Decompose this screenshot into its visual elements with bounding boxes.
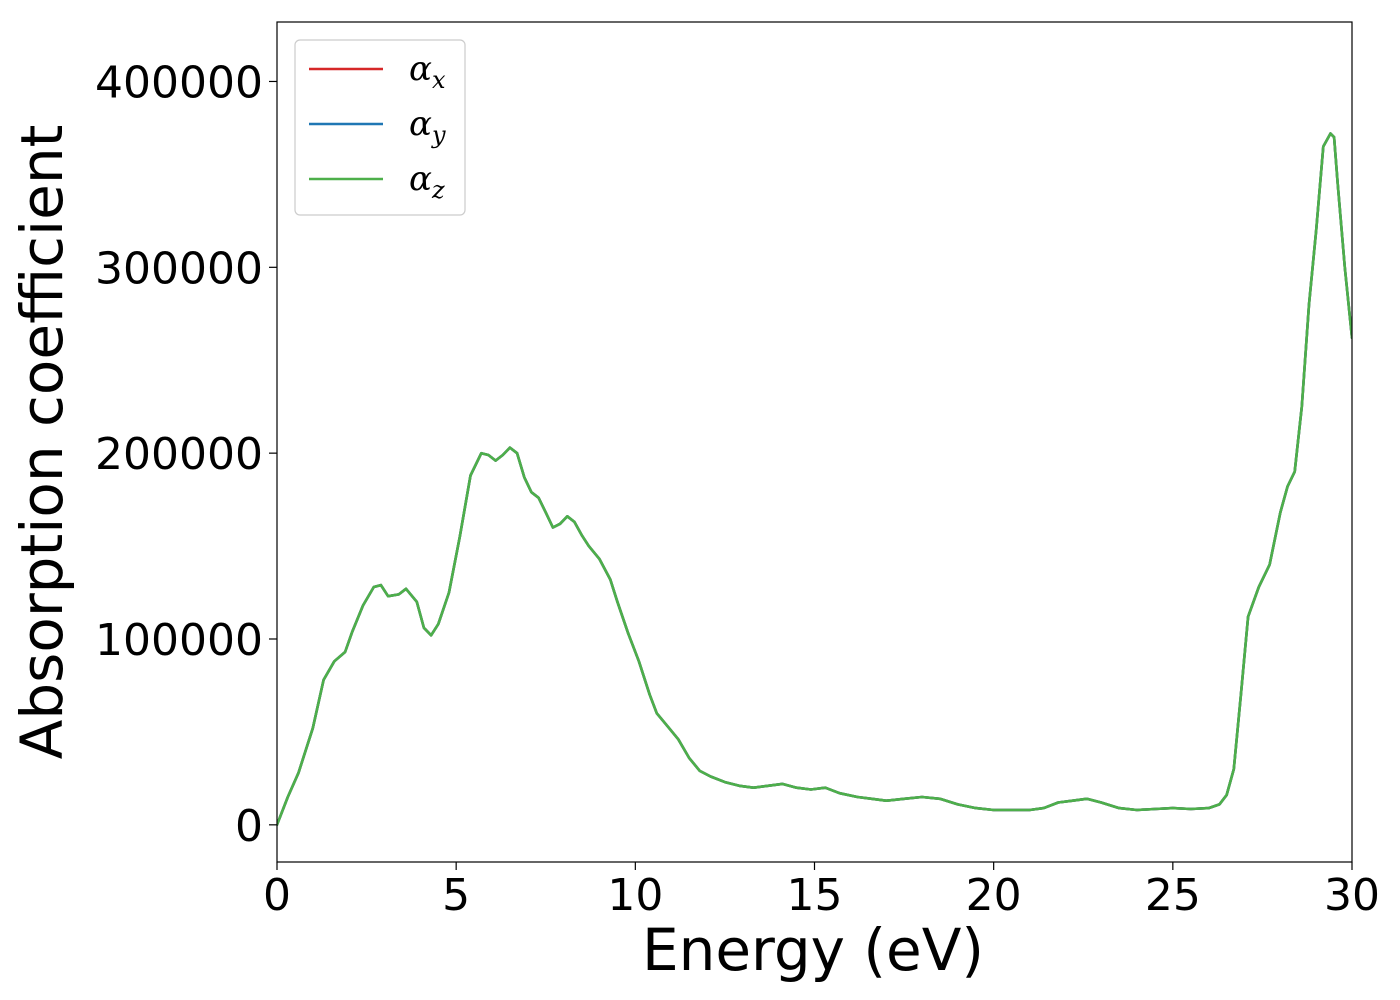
series-line-3 bbox=[277, 132, 1352, 827]
plot-area bbox=[277, 132, 1352, 827]
y-tick-label: 200000 bbox=[95, 429, 263, 480]
legend-label-z: αz bbox=[409, 159, 445, 204]
x-tick-label: 15 bbox=[787, 870, 843, 921]
legend-box bbox=[294, 39, 466, 216]
axes: 0 5 10 15 20 25 30 0 100000 200000 300000 400000 bbox=[95, 21, 1380, 921]
y-tick-label: 400000 bbox=[95, 57, 263, 108]
series-lines bbox=[277, 132, 1352, 827]
x-tick-label: 25 bbox=[1145, 870, 1201, 921]
y-tick-label: 300000 bbox=[95, 243, 263, 294]
legend: αx αy αz bbox=[294, 39, 466, 216]
series-line-1 bbox=[277, 132, 1352, 827]
x-tick-label: 0 bbox=[263, 870, 291, 921]
x-axis-label: Energy (eV) bbox=[642, 916, 984, 984]
y-tick-label: 100000 bbox=[95, 615, 263, 666]
x-tick-label: 5 bbox=[442, 870, 470, 921]
y-tick-label: 0 bbox=[235, 801, 263, 852]
x-tick-label: 30 bbox=[1324, 870, 1380, 921]
y-axis-label: Absorption coefficient bbox=[8, 125, 76, 760]
legend-label-x: αx bbox=[409, 49, 446, 94]
legend-label-y: αy bbox=[409, 104, 446, 149]
series-line-2 bbox=[277, 132, 1352, 827]
x-tick-label: 10 bbox=[607, 870, 663, 921]
x-tick-label: 20 bbox=[966, 870, 1022, 921]
